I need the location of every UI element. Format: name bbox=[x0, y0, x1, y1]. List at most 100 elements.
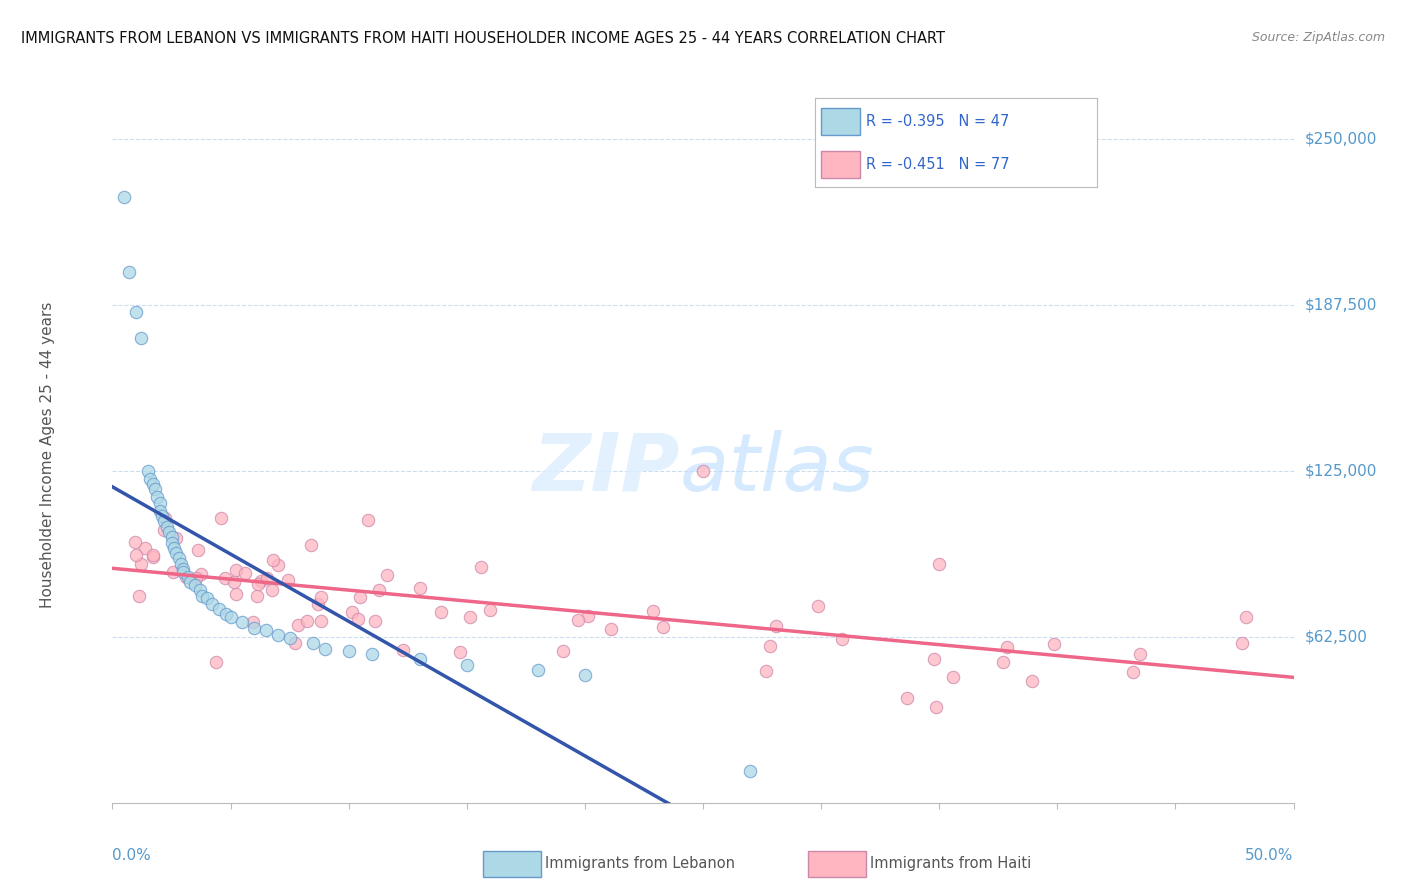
Point bbox=[165, 531, 187, 545]
Point bbox=[449, 645, 471, 659]
Point bbox=[242, 615, 264, 629]
Point bbox=[576, 608, 599, 623]
Point bbox=[295, 614, 318, 628]
Point bbox=[1043, 637, 1066, 651]
Point bbox=[692, 464, 714, 478]
Text: $125,000: $125,000 bbox=[1305, 463, 1376, 478]
Point bbox=[177, 570, 200, 584]
Point bbox=[277, 573, 299, 587]
Point bbox=[209, 511, 232, 525]
Point bbox=[1230, 636, 1253, 650]
Point bbox=[136, 464, 159, 478]
Point bbox=[409, 581, 432, 595]
Point bbox=[284, 636, 307, 650]
Point bbox=[600, 622, 623, 636]
Point bbox=[243, 621, 266, 635]
Point bbox=[143, 483, 166, 497]
Point bbox=[149, 496, 172, 510]
Point bbox=[225, 587, 247, 601]
Point bbox=[470, 560, 492, 574]
Point bbox=[124, 548, 146, 562]
Point bbox=[942, 669, 965, 683]
Point bbox=[219, 610, 242, 624]
Point bbox=[142, 477, 165, 491]
Point bbox=[160, 535, 183, 549]
Point bbox=[337, 644, 360, 658]
Point bbox=[299, 537, 322, 551]
Point bbox=[995, 640, 1018, 654]
Point bbox=[262, 553, 284, 567]
Point bbox=[896, 690, 918, 705]
Point bbox=[225, 563, 247, 577]
Point bbox=[146, 491, 169, 505]
Point bbox=[187, 543, 209, 558]
Point bbox=[375, 567, 398, 582]
Point bbox=[922, 652, 945, 666]
Point bbox=[1129, 647, 1152, 661]
Point bbox=[309, 614, 332, 628]
Text: atlas: atlas bbox=[679, 430, 875, 508]
Point bbox=[307, 597, 329, 611]
Point bbox=[128, 589, 150, 603]
Point bbox=[567, 613, 589, 627]
Point bbox=[139, 472, 162, 486]
Point bbox=[267, 628, 290, 642]
Point bbox=[831, 632, 853, 646]
Text: R = -0.451   N = 77: R = -0.451 N = 77 bbox=[866, 157, 1010, 171]
Point bbox=[314, 641, 336, 656]
Point bbox=[134, 541, 156, 555]
Point bbox=[553, 643, 575, 657]
Point bbox=[526, 663, 548, 677]
Point bbox=[349, 590, 371, 604]
Text: Source: ZipAtlas.com: Source: ZipAtlas.com bbox=[1251, 31, 1385, 45]
Text: R = -0.395   N = 47: R = -0.395 N = 47 bbox=[866, 114, 1010, 128]
Point bbox=[188, 583, 211, 598]
Point bbox=[311, 590, 333, 604]
Point bbox=[157, 524, 180, 539]
FancyBboxPatch shape bbox=[821, 151, 860, 178]
Point bbox=[256, 571, 278, 585]
Point bbox=[1021, 673, 1043, 688]
Point bbox=[153, 514, 176, 528]
Point bbox=[267, 558, 290, 573]
Point bbox=[574, 668, 596, 682]
Point bbox=[643, 604, 665, 618]
Point bbox=[233, 566, 256, 581]
Point bbox=[925, 699, 948, 714]
Point bbox=[191, 589, 214, 603]
Point bbox=[142, 548, 165, 562]
Point bbox=[430, 606, 453, 620]
Point bbox=[201, 597, 224, 611]
Point bbox=[163, 541, 186, 555]
Text: ZIP: ZIP bbox=[531, 430, 679, 508]
Point bbox=[153, 523, 176, 537]
Point bbox=[149, 504, 172, 518]
Point bbox=[160, 530, 183, 544]
Point bbox=[1234, 610, 1257, 624]
Point bbox=[170, 557, 193, 571]
Point bbox=[755, 665, 778, 679]
Point bbox=[759, 640, 782, 654]
Point bbox=[204, 655, 226, 669]
Point bbox=[184, 578, 207, 592]
Point bbox=[357, 513, 380, 527]
Point bbox=[215, 607, 238, 622]
Point bbox=[246, 577, 269, 591]
Text: IMMIGRANTS FROM LEBANON VS IMMIGRANTS FROM HAITI HOUSEHOLDER INCOME AGES 25 - 44: IMMIGRANTS FROM LEBANON VS IMMIGRANTS FR… bbox=[21, 31, 945, 46]
Point bbox=[478, 602, 501, 616]
Point bbox=[124, 535, 146, 549]
Point bbox=[408, 652, 430, 666]
Point bbox=[165, 546, 187, 560]
Point bbox=[287, 618, 309, 632]
Point bbox=[302, 636, 325, 650]
Point bbox=[928, 557, 950, 571]
Text: $62,500: $62,500 bbox=[1305, 630, 1368, 644]
Point bbox=[391, 643, 413, 657]
Point bbox=[222, 575, 245, 590]
Text: Immigrants from Lebanon: Immigrants from Lebanon bbox=[546, 855, 735, 871]
Point bbox=[278, 631, 301, 645]
Point bbox=[1122, 665, 1144, 679]
Point bbox=[142, 550, 165, 565]
Point bbox=[172, 565, 194, 579]
Point bbox=[150, 508, 173, 523]
